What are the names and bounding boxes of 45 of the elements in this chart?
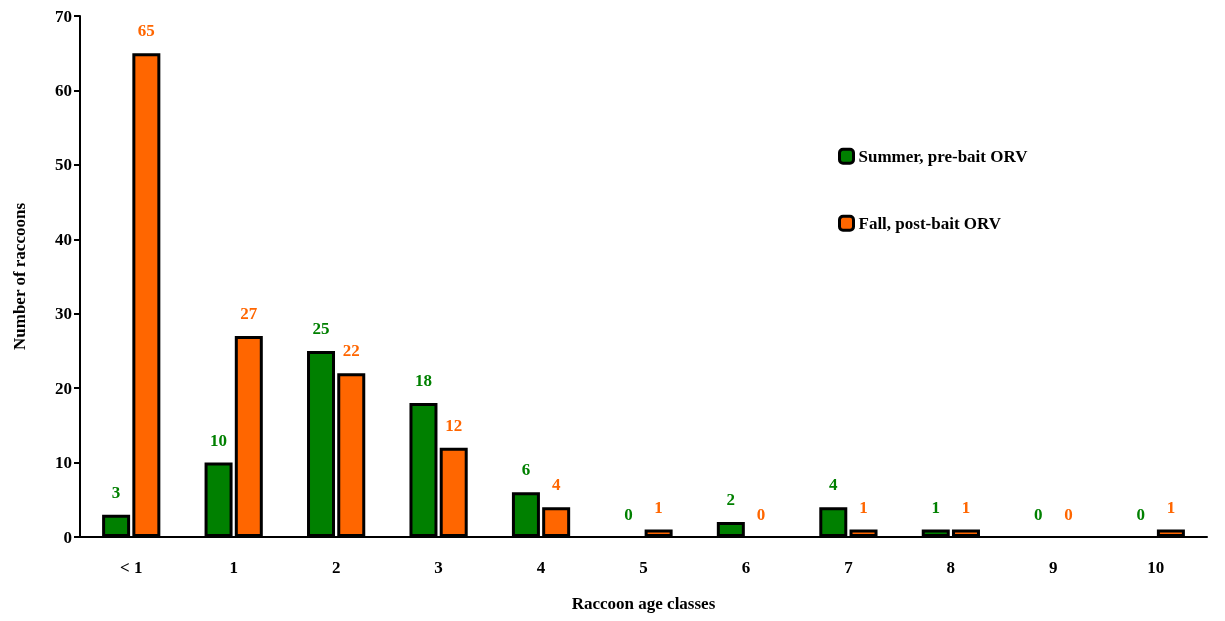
data-label: 12 xyxy=(445,415,463,435)
y-tick-label: 60 xyxy=(55,80,72,100)
x-tick-label: 3 xyxy=(434,558,443,577)
x-tick-label: < 1 xyxy=(120,558,143,577)
data-label: 2 xyxy=(726,490,736,510)
data-label: 65 xyxy=(137,21,155,41)
x-tick-label: 10 xyxy=(1147,558,1165,577)
x-tick-label: 7 xyxy=(844,558,854,577)
data-label: 25 xyxy=(312,318,330,338)
y-tick-label: 70 xyxy=(55,6,72,26)
data-label: 1 xyxy=(859,497,868,517)
x-tick-label: 9 xyxy=(1049,558,1058,577)
x-tick-label: 6 xyxy=(741,558,751,577)
data-label: 10 xyxy=(210,430,228,450)
data-label: 18 xyxy=(414,371,432,391)
y-tick-label: 10 xyxy=(55,453,72,473)
data-label: 22 xyxy=(342,341,360,361)
x-tick-label: 8 xyxy=(946,558,956,577)
data-label: 0 xyxy=(1064,505,1073,524)
data-label: 0 xyxy=(1033,505,1043,524)
y-tick-label: 50 xyxy=(55,155,72,175)
y-tick-label: 20 xyxy=(55,378,72,398)
data-label: 1 xyxy=(961,497,971,517)
data-label: 0 xyxy=(756,505,766,524)
data-label: 27 xyxy=(240,304,258,324)
y-tick-label: 0 xyxy=(63,527,72,547)
data-label: 1 xyxy=(1166,497,1176,517)
data-label: 0 xyxy=(1136,505,1145,524)
x-axis-title: Raccoon age classes xyxy=(571,594,716,613)
x-tick-label: 1 xyxy=(229,558,238,577)
y-tick-label: 30 xyxy=(55,304,72,324)
x-tick-label: 2 xyxy=(331,558,341,577)
legend-label: Fall, post-bait ORV xyxy=(858,213,1002,233)
data-label: 0 xyxy=(624,505,633,524)
data-label: 6 xyxy=(521,460,531,480)
x-tick-label: 5 xyxy=(639,558,648,577)
data-label: 4 xyxy=(829,475,839,495)
data-label: 4 xyxy=(551,475,561,495)
data-label: 3 xyxy=(111,482,121,502)
data-label: 1 xyxy=(931,497,940,517)
y-tick-label: 40 xyxy=(55,229,72,249)
y-axis-title: Number of raccoons xyxy=(10,202,29,350)
data-label: 1 xyxy=(654,497,663,517)
legend-label: Summer, pre-bait ORV xyxy=(858,146,1029,166)
x-tick-label: 4 xyxy=(536,558,546,577)
